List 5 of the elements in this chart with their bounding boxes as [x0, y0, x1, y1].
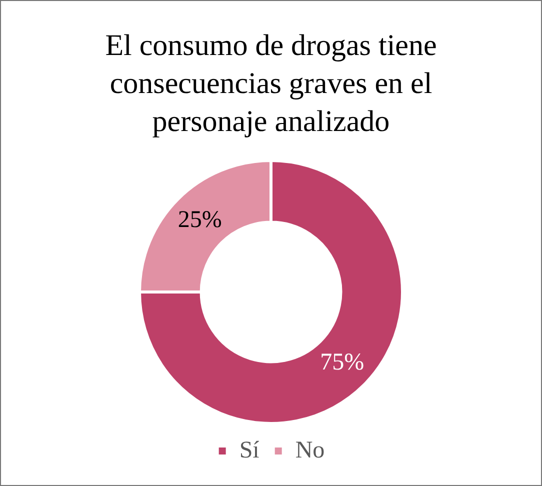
data-label: 25%: [178, 207, 222, 234]
data-label: 75%: [320, 349, 364, 376]
legend-label: No: [295, 437, 325, 464]
chart-title: El consumo de drogas tiene consecuencias graves en el personaje analizado: [104, 28, 438, 140]
legend-label: Sí: [239, 437, 260, 464]
